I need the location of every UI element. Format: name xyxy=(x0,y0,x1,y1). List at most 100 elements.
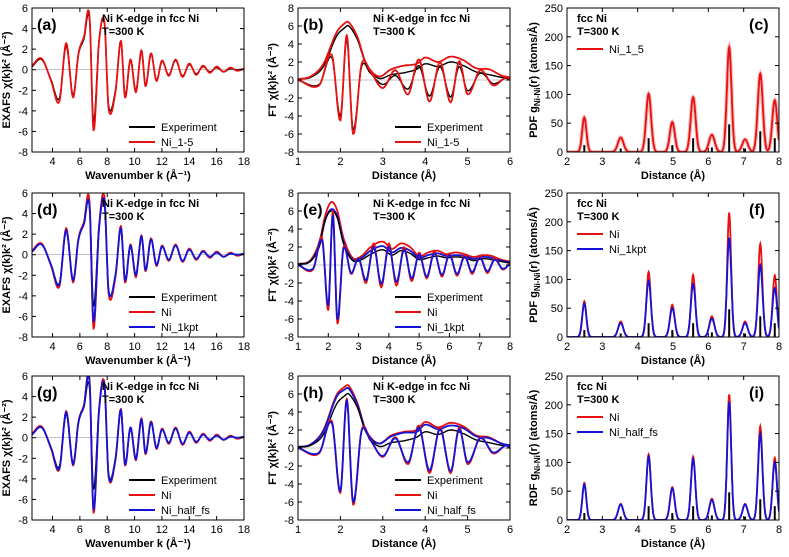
legend-label: Ni xyxy=(609,412,619,424)
legend-label: Ni_half_fs xyxy=(161,505,210,517)
panel-title-line: Ni K-edge in fcc Ni xyxy=(102,381,199,393)
y-axis-label: EXAFS χ(k)k² (Å⁻²) xyxy=(0,31,13,128)
y-label-main: PDF g xyxy=(528,291,540,323)
y-tick-label: 0 xyxy=(557,147,563,159)
x-tick-label: 7 xyxy=(741,524,747,536)
y-tick-label: 6 xyxy=(288,21,294,33)
legend-label: Ni xyxy=(161,490,171,502)
y-tick-label: 0 xyxy=(288,75,294,87)
x-tick-label: 4 xyxy=(635,524,641,536)
panel-tag: (g) xyxy=(37,385,57,402)
plot-area xyxy=(567,394,779,520)
x-tick-label: 10 xyxy=(128,156,140,168)
y-tick-label: 50 xyxy=(551,118,563,130)
x-tick-label: 16 xyxy=(211,524,223,536)
y-label-tail: (r) (atoms/Å) xyxy=(527,22,540,88)
x-tick-label: 8 xyxy=(776,341,782,353)
y-tick-label: 250 xyxy=(545,371,563,383)
y-tick-label: 4 xyxy=(288,39,294,51)
y-tick-label: 0 xyxy=(288,260,294,272)
panel-title-line: Ni K-edge in fcc Ni xyxy=(102,198,199,210)
x-tick-label: 14 xyxy=(183,156,195,168)
y-label-tail: (r) (atoms/Å) xyxy=(527,207,540,273)
plot-area xyxy=(298,201,510,325)
y-axis-label: FT χ(k)k² (Å⁻³) xyxy=(266,411,279,485)
panel-title-line: fcc Ni xyxy=(577,198,607,210)
x-tick-label: 6 xyxy=(705,156,711,168)
panel-title-line: fcc Ni xyxy=(577,13,607,25)
x-tick-label: 4 xyxy=(635,156,641,168)
x-tick-label: 4 xyxy=(635,341,641,353)
y-tick-label: -6 xyxy=(284,497,294,509)
x-axis-label: Wavenumber k (Å⁻¹) xyxy=(85,169,191,182)
panel-title-line: T=300 K xyxy=(577,394,620,406)
legend-label: Experiment xyxy=(161,292,217,304)
panel-tag: (c) xyxy=(749,17,769,34)
panel-tag: (a) xyxy=(37,17,57,34)
legend-label: Ni_1-5 xyxy=(427,137,459,149)
y-tick-label: 2 xyxy=(22,412,28,424)
panel-e: 1 2 3 4 5 6 7 8 -8 -6 -4 -2 0 2 4 6 8 Distance (Å) FT χ(k)… xyxy=(266,188,513,367)
y-tick-label: 2 xyxy=(288,242,294,254)
y-tick-label: -8 xyxy=(18,515,28,527)
series-line-2 xyxy=(32,9,244,132)
y-tick-label: -6 xyxy=(284,314,294,326)
y-axis-label: EXAFS χ(k)k² (Å⁻²) xyxy=(0,216,13,313)
x-tick-label: 4 xyxy=(386,341,392,353)
x-tick-label: 6 xyxy=(77,341,83,353)
legend-label: Ni_1kpt xyxy=(161,322,198,334)
x-tick-label: 4 xyxy=(422,524,428,536)
panel-tag: (d) xyxy=(37,202,57,219)
y-tick-label: -4 xyxy=(18,106,28,118)
series-line-3 xyxy=(32,196,244,323)
x-tick-label: 4 xyxy=(49,341,55,353)
legend-label: Ni xyxy=(427,490,437,502)
series-line-3 xyxy=(32,376,244,511)
panel-title-line: T=300 K xyxy=(373,394,416,406)
x-tick-label: 3 xyxy=(599,341,605,353)
y-tick-label: -2 xyxy=(284,461,294,473)
panel-title-line: Ni K-edge in fcc Ni xyxy=(373,381,470,393)
x-tick-label: 1 xyxy=(295,156,301,168)
plot-area xyxy=(32,9,244,132)
legend-label: Ni_1-5 xyxy=(161,137,193,149)
peak-curve-1 xyxy=(567,212,779,337)
series-line-5 xyxy=(298,214,510,320)
y-axis-label: RDF gNi-Ni(r) (atoms/Å) xyxy=(527,389,542,506)
y-tick-label: 6 xyxy=(288,206,294,218)
x-axis-label: Wavenumber k (Å⁻¹) xyxy=(85,354,191,367)
series-line-2 xyxy=(298,208,510,265)
x-tick-label: 18 xyxy=(238,341,250,353)
x-tick-label: 4 xyxy=(422,156,428,168)
peak-curve-1 xyxy=(567,43,779,152)
y-tick-label: 250 xyxy=(545,3,563,15)
y-tick-label: 150 xyxy=(545,61,563,73)
x-tick-label: 6 xyxy=(77,156,83,168)
x-tick-label: 10 xyxy=(128,524,140,536)
x-tick-label: 1 xyxy=(295,524,301,536)
panel-tag: (h) xyxy=(303,385,323,402)
plot-frame xyxy=(31,375,245,521)
plot-area xyxy=(298,384,510,506)
y-tick-label: 4 xyxy=(22,24,28,36)
legend-label: Experiment xyxy=(427,122,483,134)
panel-b: 1 2 3 4 5 6 -8 -6 -4 -2 0 2 4 6 8 Distance (Å) FT χ(k)k²… xyxy=(266,3,513,182)
y-tick-label: 8 xyxy=(288,371,294,383)
peak-curve-2 xyxy=(567,237,779,337)
x-tick-label: 2 xyxy=(564,524,570,536)
series-line-2 xyxy=(298,20,510,80)
y-tick-label: -8 xyxy=(284,147,294,159)
y-tick-label: 100 xyxy=(545,274,563,286)
y-tick-label: 100 xyxy=(545,457,563,469)
x-tick-label: 2 xyxy=(337,156,343,168)
panel-title-line: T=300 K xyxy=(577,26,620,38)
y-tick-label: 0 xyxy=(22,433,28,445)
y-tick-label: 6 xyxy=(22,371,28,383)
y-axis-label: FT χ(k)k² (Å⁻³) xyxy=(266,228,279,302)
y-tick-label: 200 xyxy=(545,400,563,412)
uncertainty-band xyxy=(567,40,779,152)
series-line-4 xyxy=(298,34,510,135)
series-line-1 xyxy=(298,201,510,265)
